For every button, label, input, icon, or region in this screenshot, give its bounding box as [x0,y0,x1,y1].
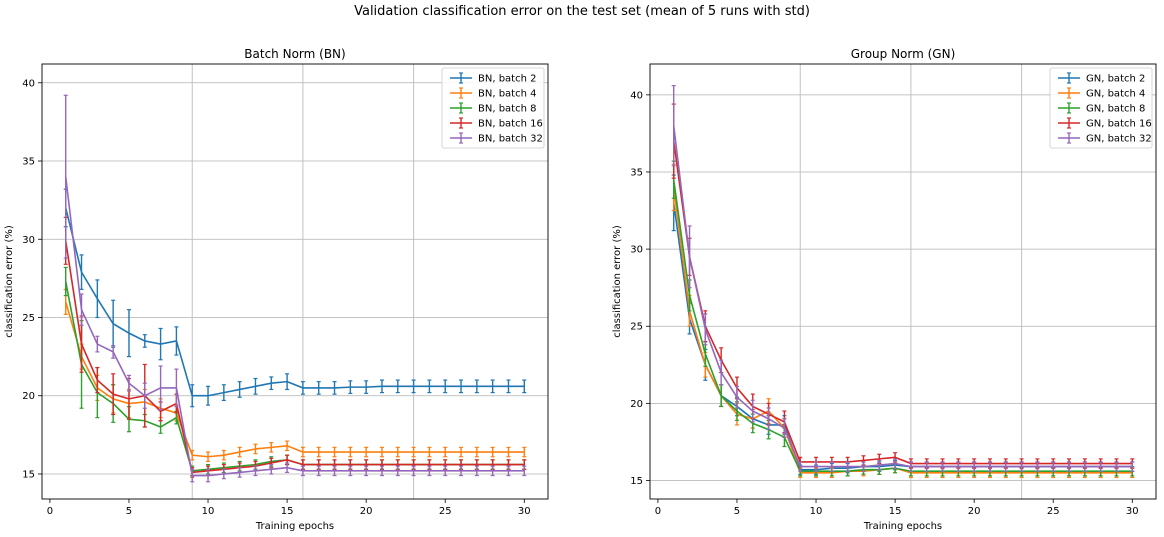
legend-entry-label: GN, batch 16 [1086,119,1152,130]
series-line [672,125,1133,468]
y-tick-label: 15 [630,476,643,487]
y-tick-label: 40 [22,78,35,89]
x-tick-label: 25 [439,506,452,517]
y-tick-label: 30 [630,245,643,256]
plot-area [63,94,527,483]
series-batch_8 [671,160,1135,477]
panel-bn: 0 5 10 15 20 25 30 15 20 25 30 35 40 Batch Norm (BN) T… [4,47,549,532]
panel-gn: 0 5 10 15 20 25 30 15 20 25 30 35 40 Group Norm (GN) T… [612,47,1157,532]
legend-entry-label: GN, batch 8 [1086,104,1145,115]
figure-title: Validation classification error on the t… [354,4,810,19]
y-axis-label: classification error (%) [4,225,15,338]
series-batch_2 [63,188,527,408]
legend-entry-label: BN, batch 16 [478,119,543,130]
x-tick-label: 20 [968,506,981,517]
y-axis-label: classification error (%) [612,225,623,338]
legend-entry-label: GN, batch 4 [1086,89,1145,100]
x-tick-label: 5 [126,506,132,517]
legend-entry-label: BN, batch 8 [478,104,536,115]
x-tick-label: 10 [202,506,215,517]
y-tick-label: 30 [22,235,35,246]
legend-entry-label: GN, batch 2 [1086,74,1145,85]
series-line [64,281,525,472]
series-batch_32 [671,84,1135,472]
y-tick-label: 25 [22,313,35,324]
series-line [672,202,1133,471]
legend-entry-label: GN, batch 32 [1086,134,1152,145]
x-tick-label: 5 [734,506,740,517]
x-tick-label: 20 [360,506,373,517]
panel-title: Batch Norm (BN) [244,47,345,61]
y-tick-label: 35 [22,157,35,168]
series-batch_4 [63,288,527,463]
series-batch_8 [63,266,527,477]
x-tick-label: 15 [281,506,294,517]
series-line [672,141,1133,465]
x-tick-label: 30 [1126,506,1139,517]
series-line [64,207,525,397]
y-tick-label: 35 [630,167,643,178]
y-tick-label: 40 [630,90,643,101]
series-batch_32 [63,94,527,483]
x-tick-label: 30 [518,506,531,517]
x-tick-label: 10 [810,506,823,517]
y-tick-label: 20 [22,391,35,402]
legend-entry-label: BN, batch 2 [478,74,536,85]
x-axis-label: Training epochs [255,521,334,532]
x-tick-label: 15 [889,506,902,517]
legend: BN, batch 2 BN, batch 4 BN, batch 8 BN, bat… [441,67,545,149]
y-tick-label: 20 [630,399,643,410]
x-tick-label: 0 [47,506,53,517]
legend: GN, batch 2 GN, batch 4 GN, batch 8 GN, bat… [1049,67,1153,149]
y-tick-label: 15 [22,469,35,480]
series-line [64,301,525,458]
series-line [64,176,525,477]
plot-area [671,84,1135,479]
series-batch_16 [63,216,527,478]
y-tick-label: 25 [630,322,643,333]
legend-box [441,67,545,149]
series-batch_4 [671,163,1135,479]
x-tick-label: 0 [655,506,661,517]
axes-frame [41,63,549,500]
legend-box [1049,67,1153,149]
series-line [64,240,525,474]
panel-title: Group Norm (GN) [851,47,956,61]
legend-entry-label: BN, batch 32 [478,134,543,145]
x-tick-label: 25 [1047,506,1060,517]
series-line [672,179,1133,473]
series-batch_2 [671,174,1135,475]
x-axis-label: Training epochs [863,521,942,532]
axes-frame [649,63,1157,500]
series-line [672,187,1133,474]
legend-entry-label: BN, batch 4 [478,89,536,100]
